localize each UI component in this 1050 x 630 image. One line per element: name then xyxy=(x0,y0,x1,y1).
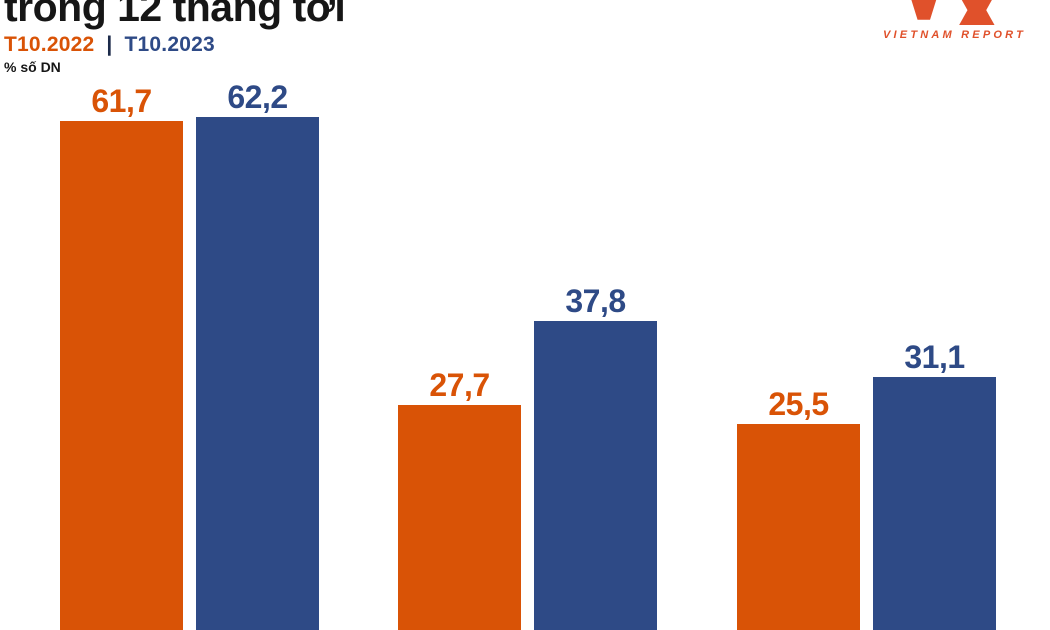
vietnam-report-logo-icon xyxy=(910,0,995,25)
legend: T10.2022 | T10.2023 xyxy=(4,33,215,57)
vietnam-report-logo: VIETNAM REPORT xyxy=(867,0,1042,52)
bar-t10-2022-group-2 xyxy=(398,405,521,630)
bar-value-label-t10-2023-group-3: 31,1 xyxy=(904,339,965,375)
bar-t10-2023-group-3 xyxy=(873,377,996,630)
legend-separator: | xyxy=(106,33,113,56)
legend-item-t10-2022: T10.2022 xyxy=(4,33,95,56)
bar-value-label-t10-2022-group-2: 27,7 xyxy=(429,367,490,404)
bar-value-label-t10-2022-group-1: 61,7 xyxy=(91,83,152,120)
bar-t10-2023-group-1 xyxy=(196,117,319,630)
bar-value-label-t10-2023-group-2: 37,8 xyxy=(565,282,626,319)
unit-label: % số DN xyxy=(4,59,61,75)
chart-title: trong 12 tháng tới xyxy=(4,0,346,30)
bar-t10-2022-group-3 xyxy=(737,423,860,630)
bar-value-label-t10-2022-group-3: 25,5 xyxy=(768,385,829,422)
bar-t10-2022-group-1 xyxy=(60,121,183,630)
vietnam-report-logo-text: VIETNAM REPORT xyxy=(883,29,1026,41)
bar-value-label-t10-2023-group-1: 62,2 xyxy=(227,79,288,115)
bar-t10-2023-group-2 xyxy=(534,320,657,630)
legend-item-t10-2023: T10.2023 xyxy=(124,33,215,56)
